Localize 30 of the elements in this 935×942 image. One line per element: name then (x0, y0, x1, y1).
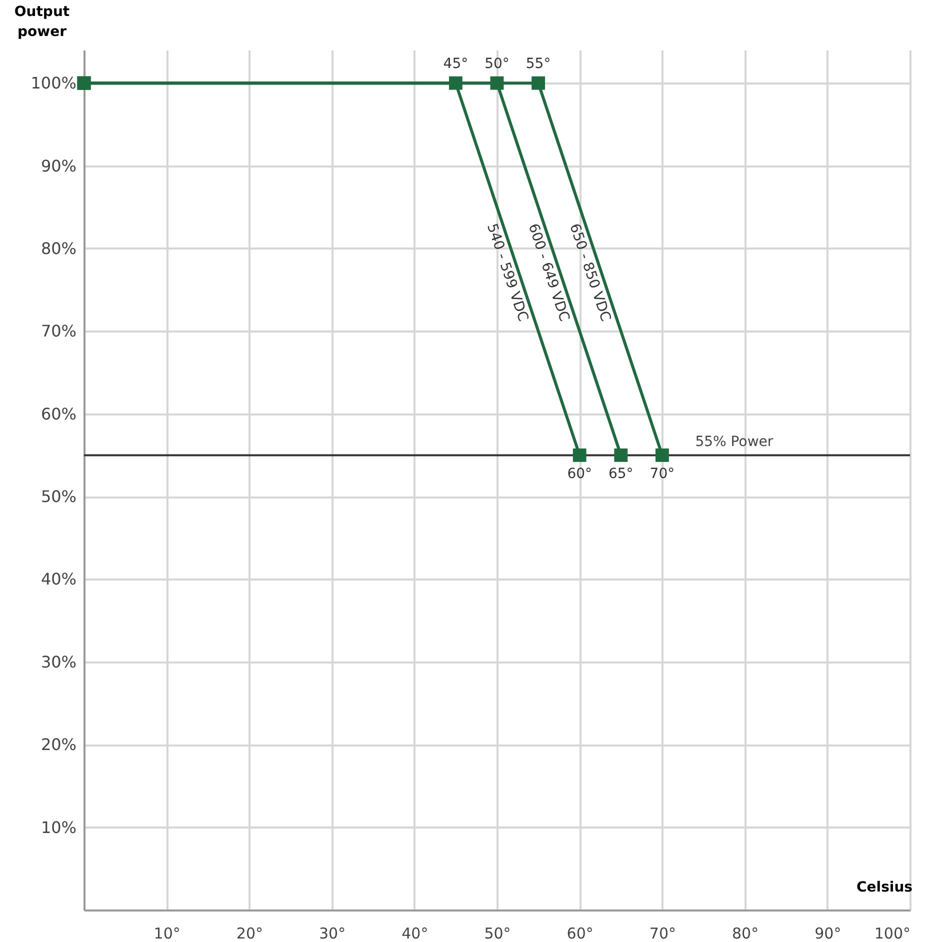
annotation: 50° (484, 56, 510, 72)
y-tick-label: 90% (40, 156, 76, 176)
y-tick-label: 10% (40, 818, 76, 837)
annotation: 65° (608, 466, 634, 482)
x-tick-label: 30° (319, 924, 346, 942)
x-tick-label: 20° (236, 924, 263, 942)
x-tick-label: 10° (154, 924, 180, 942)
annotation: 45° (443, 56, 468, 72)
x-tick-label: 60° (566, 924, 594, 942)
x-tick-label: 80° (732, 924, 759, 942)
x-tick-label: 50° (484, 924, 511, 942)
x-tick-label: 70° (649, 924, 676, 942)
y-tick-label: 60% (40, 404, 76, 424)
annotation: 60° (567, 466, 592, 482)
y-tick-label: 20% (40, 735, 76, 754)
y-tick-label: 100% (30, 74, 76, 93)
y-tick-label: 80% (40, 238, 76, 258)
y-tick-label: 50% (40, 487, 76, 506)
y-tick-label: 70% (40, 322, 76, 341)
x-tick-label: 90° (814, 924, 842, 942)
y-tick-label: 40% (40, 570, 76, 589)
x-tick-label: 40° (402, 924, 428, 942)
x-axis-title: Celsius (856, 880, 912, 896)
text: 540 - 599 VDC (484, 222, 531, 324)
x-tick-label: 100° (874, 924, 910, 942)
annotation: 55° (526, 56, 551, 72)
ref-line-label: 55% Power (695, 434, 774, 450)
y-tick-label: 30% (40, 652, 76, 672)
y-axis-title: Output power (13, 3, 71, 42)
annotation: 70° (650, 466, 675, 482)
